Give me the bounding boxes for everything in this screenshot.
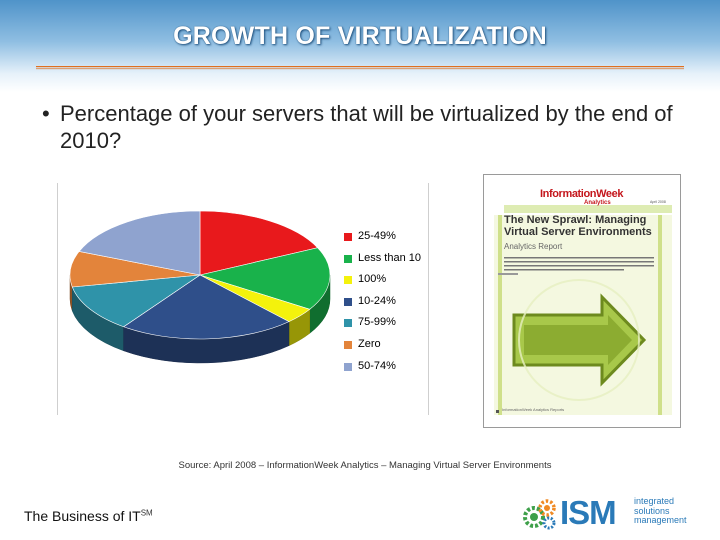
ism-tagline-line1: integrated [634, 496, 675, 506]
legend-label: 50-74% [358, 359, 396, 372]
report-label: Analytics Report [504, 242, 563, 251]
legend-item: Less than 10 [344, 248, 421, 270]
legend-swatch [344, 319, 352, 328]
legend-swatch [344, 362, 352, 371]
legend-swatch [344, 297, 352, 306]
legend-item: 75-99% [344, 312, 421, 334]
slide-title: GROWTH OF VIRTUALIZATION [173, 22, 547, 50]
footer-tagline: The Business of ITSM [24, 508, 153, 524]
legend-item: 10-24% [344, 291, 421, 313]
legend-label: 25-49% [358, 230, 396, 242]
ism-tagline-line3: management [634, 515, 687, 525]
report-cover-art [490, 179, 674, 423]
legend-item: Zero [344, 334, 421, 356]
title-underline [36, 66, 684, 70]
legend-item: 25-49% [344, 226, 421, 248]
legend-label: 100% [358, 273, 387, 286]
bullet-marker: • [42, 101, 50, 126]
source-note: Source: April 2008 – InformationWeek Ana… [178, 460, 552, 471]
legend-label: Less than 10 [358, 251, 421, 264]
ism-tagline: integrated solutions management [634, 496, 687, 526]
footer-text: The Business of IT [24, 508, 141, 524]
ism-tagline-line2: solutions [634, 505, 670, 516]
gears-icon [523, 499, 556, 530]
chart-frame [57, 183, 429, 415]
arrow-right-icon [512, 279, 647, 401]
bullet-text: Percentage of your servers that will be … [60, 101, 673, 153]
legend-item: 100% [344, 269, 421, 291]
report-headline: The New Sprawl: Managing Virtual Server … [504, 214, 652, 238]
report-brand: InformationWeek [540, 188, 624, 200]
bullet-point: • Percentage of your servers that will b… [42, 100, 682, 154]
legend-label: 75-99% [358, 316, 396, 329]
report-date: April 2008 [650, 200, 666, 204]
legend-label: Zero [358, 337, 381, 350]
report-cover-image: InformationWeek Analytics April 2008 The… [483, 174, 681, 428]
slide-header: GROWTH OF VIRTUALIZATION [0, 0, 720, 92]
legend-swatch [344, 254, 352, 263]
service-mark: SM [140, 508, 153, 518]
legend-swatch [344, 233, 352, 241]
report-footer: InformationWeek Analytics Reports [502, 407, 565, 412]
report-brand-sub: Analytics [584, 200, 611, 206]
chart-legend: 25-49% Less than 10 100% 10-24% 75-99% Zero 50… [344, 226, 421, 377]
legend-swatch [344, 276, 352, 285]
ism-logo: ISM integrated solutions management [522, 494, 694, 532]
legend-label: 10-24% [358, 294, 396, 307]
ism-wordmark: ISM [560, 494, 617, 531]
legend-swatch [344, 340, 352, 349]
legend-item: 50-74% [344, 356, 421, 378]
